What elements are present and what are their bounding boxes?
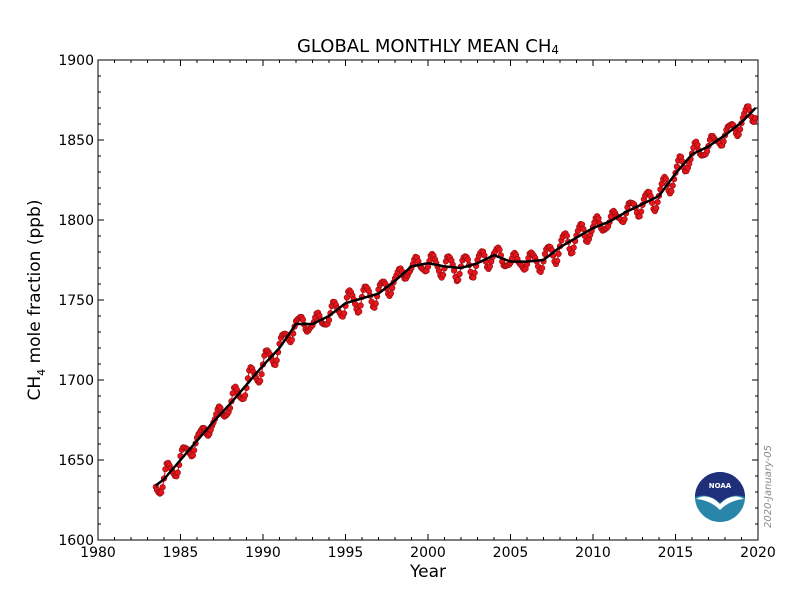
monthly-mean-point — [637, 208, 645, 215]
monthly-mean-point — [580, 226, 587, 233]
monthly-mean-point — [257, 377, 264, 384]
monthly-mean-point — [654, 199, 661, 206]
monthly-mean-point — [357, 302, 364, 309]
monthly-mean-point — [456, 270, 463, 278]
monthly-mean-point — [563, 232, 571, 239]
x-tick-label: 2010 — [575, 545, 611, 561]
x-tick-label: 1980 — [80, 545, 116, 561]
x-tick-label: 2000 — [410, 545, 446, 561]
monthly-mean-point — [242, 392, 249, 399]
monthly-mean-point — [343, 294, 351, 301]
monthly-mean-point — [258, 371, 265, 378]
monthly-mean-point — [189, 452, 196, 459]
date-stamp: 2020-January-05 — [763, 445, 774, 528]
monthly-mean-point — [752, 114, 759, 122]
monthly-mean-point — [299, 316, 307, 323]
monthly-mean-point — [554, 257, 561, 265]
noaa-logo-bird — [696, 496, 744, 510]
y-axis-label: CH4 mole fraction (ppb) — [25, 200, 48, 401]
monthly-mean-point — [387, 290, 395, 297]
monthly-mean-point — [464, 256, 472, 263]
monthly-mean-point — [735, 131, 742, 138]
monthly-mean-point — [455, 276, 462, 284]
monthly-mean-point — [538, 265, 546, 272]
noaa-logo-top — [695, 472, 745, 503]
monthly-mean-point — [496, 246, 503, 253]
monthly-mean-point — [389, 284, 396, 292]
trend-line — [155, 107, 757, 487]
chart-title: GLOBAL MONTHLY MEAN CH4 — [297, 36, 559, 57]
y-tick-label: 1850 — [58, 133, 94, 149]
y-tick-label: 1650 — [58, 453, 94, 469]
x-tick-label: 2005 — [493, 545, 529, 561]
monthly-mean-point — [720, 138, 727, 145]
y-tick-label: 1600 — [58, 533, 94, 549]
monthly-mean-point — [273, 357, 280, 364]
monthly-mean-point — [555, 250, 562, 257]
monthly-mean-point — [471, 269, 478, 276]
y-tick-label: 1750 — [58, 293, 94, 309]
monthly-mean-point — [356, 308, 363, 315]
axis-ticks: 1980 1985 1990 1995 2000 2005 2010 2015 2020 1600… — [58, 53, 775, 561]
monthly-mean-line — [155, 105, 756, 495]
monthly-mean-point — [569, 249, 576, 256]
monthly-mean-point — [159, 484, 166, 491]
monthly-mean-point — [621, 216, 628, 223]
monthly-mean-point — [653, 205, 660, 212]
monthly-mean-point — [440, 271, 447, 279]
noaa-logo-text: NOAA — [709, 482, 732, 490]
monthly-mean-point — [669, 182, 676, 189]
x-tick-label: 1985 — [163, 545, 199, 561]
monthly-mean-point — [191, 447, 198, 454]
x-tick-label: 2020 — [740, 545, 776, 561]
x-axis-label: Year — [409, 562, 446, 582]
monthly-mean-point — [668, 188, 675, 195]
x-tick-label: 1990 — [245, 545, 281, 561]
x-tick-label: 2015 — [658, 545, 694, 561]
y-tick-label: 1900 — [58, 53, 94, 69]
monthly-mean-point — [341, 310, 348, 317]
monthly-mean-point — [595, 215, 602, 222]
monthly-mean-point — [662, 175, 670, 182]
data-layer — [152, 103, 759, 497]
monthly-mean-point — [372, 300, 379, 307]
monthly-mean-point — [570, 244, 577, 251]
noaa-logo: NOAA — [695, 472, 745, 522]
plot-frame — [97, 59, 759, 541]
x-tick-label: 1995 — [328, 545, 364, 561]
monthly-mean-point — [174, 469, 181, 476]
y-tick-label: 1700 — [58, 373, 94, 389]
y-tick-label: 1800 — [58, 213, 94, 229]
monthly-mean-point — [288, 336, 296, 343]
monthly-mean-point — [481, 252, 488, 259]
monthly-mean-point — [158, 489, 165, 496]
monthly-mean-point — [673, 163, 681, 170]
monthly-mean-point — [736, 126, 744, 133]
monthly-mean-point — [694, 141, 701, 148]
